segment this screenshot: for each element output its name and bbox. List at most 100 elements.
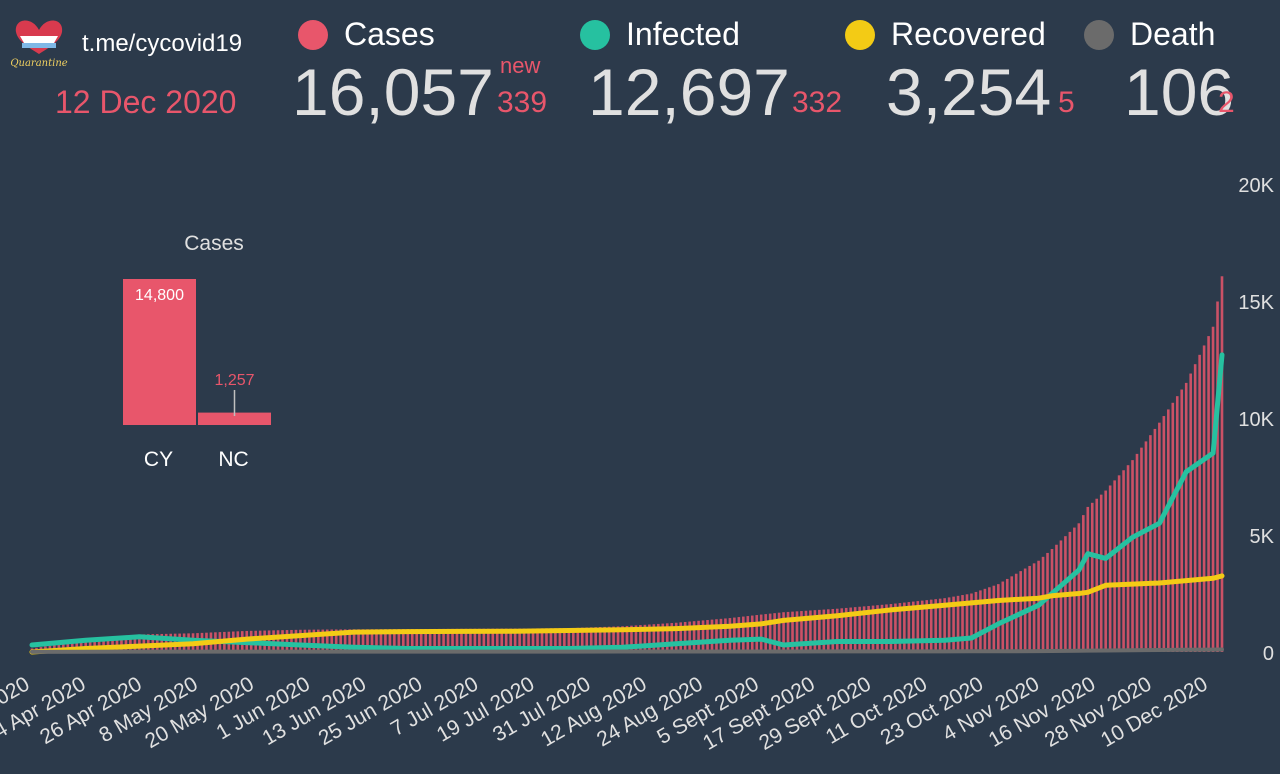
cases-bar bbox=[835, 608, 839, 652]
cases-bar bbox=[415, 629, 419, 652]
cases-bar bbox=[518, 628, 521, 652]
cases-bar bbox=[406, 629, 410, 652]
cases-bar bbox=[992, 585, 996, 652]
cases-bar bbox=[554, 628, 557, 652]
cases-bar bbox=[388, 629, 392, 652]
cases-bar bbox=[777, 612, 781, 652]
cases-bar bbox=[482, 628, 486, 652]
cases-bar bbox=[692, 621, 696, 652]
cases-bar bbox=[773, 613, 776, 652]
cases-bar bbox=[1095, 498, 1099, 652]
cases-bar bbox=[343, 629, 347, 652]
cases-bar bbox=[339, 629, 342, 652]
infected-dot-icon bbox=[580, 19, 610, 50]
cases-bar bbox=[827, 609, 830, 652]
channel-link[interactable]: t.me/cycovid19 bbox=[82, 30, 243, 57]
cases-bar bbox=[272, 630, 275, 652]
cases-bar bbox=[384, 629, 387, 652]
cases-bar bbox=[871, 605, 875, 652]
cases-bar bbox=[348, 629, 351, 652]
inset-bar-cy bbox=[123, 279, 196, 425]
cases-bar bbox=[317, 629, 320, 652]
svg-text:Quarantine: Quarantine bbox=[10, 58, 67, 69]
inset-category-label: CY bbox=[144, 448, 173, 471]
cases-bar bbox=[862, 606, 866, 652]
cases-bar bbox=[1180, 389, 1184, 652]
cases-bar bbox=[929, 599, 933, 652]
cases-bar bbox=[455, 628, 459, 652]
cases-bar bbox=[1073, 527, 1076, 652]
cases-bar bbox=[938, 598, 942, 652]
cases-bar bbox=[129, 635, 132, 652]
cases-bar bbox=[997, 584, 1000, 652]
cases-bar bbox=[589, 627, 593, 652]
cases-bar bbox=[988, 587, 991, 652]
inset-title: Cases bbox=[184, 232, 244, 255]
cases-bar bbox=[1211, 326, 1215, 652]
cases-bar bbox=[549, 628, 553, 652]
infected-new: 332 bbox=[792, 86, 843, 119]
cases-bar bbox=[661, 623, 665, 652]
cases-bar bbox=[442, 628, 445, 652]
cases-bar bbox=[464, 628, 468, 652]
legend-infected-label: Infected bbox=[626, 16, 740, 52]
cases-bar bbox=[563, 628, 566, 652]
cases-bar bbox=[715, 619, 718, 652]
cases-bar bbox=[970, 593, 973, 652]
cases-bar bbox=[706, 620, 709, 652]
cases-bar bbox=[290, 629, 293, 652]
inset-category-label: NC bbox=[218, 448, 248, 471]
cases-bar bbox=[943, 598, 946, 652]
cases-bar bbox=[509, 628, 512, 652]
cases-bar bbox=[330, 629, 334, 652]
y-tick-label: 15K bbox=[1238, 292, 1274, 314]
cases-bar bbox=[683, 621, 687, 652]
cases-bar bbox=[1175, 396, 1179, 652]
cases-bar bbox=[728, 618, 732, 652]
cases-bar bbox=[679, 622, 682, 652]
cases-bar bbox=[603, 626, 606, 652]
cases-bar bbox=[849, 607, 852, 652]
legend-infected: Infected bbox=[580, 16, 740, 53]
cases-bar bbox=[469, 628, 472, 652]
cases-bar bbox=[598, 627, 602, 652]
cases-bar bbox=[106, 637, 110, 652]
cases-bar bbox=[979, 590, 982, 652]
cases-bar bbox=[634, 625, 638, 652]
cases-bar bbox=[630, 625, 633, 652]
cases-bar bbox=[487, 628, 490, 652]
cases-bar bbox=[903, 602, 906, 652]
cases-bar bbox=[325, 629, 329, 652]
cases-bar bbox=[983, 588, 987, 652]
cases-bar bbox=[1001, 581, 1005, 652]
cases-bar bbox=[956, 595, 960, 652]
cases-bar bbox=[1117, 475, 1121, 652]
new-label: new bbox=[500, 53, 541, 78]
recovered-dot-icon bbox=[845, 19, 875, 50]
cases-bar bbox=[880, 604, 884, 652]
cases-bar bbox=[321, 629, 325, 652]
cases-bar bbox=[451, 628, 454, 652]
cases-bar bbox=[853, 607, 857, 652]
cases-bar bbox=[800, 611, 803, 652]
cases-bar bbox=[1158, 422, 1161, 652]
cases-bar bbox=[840, 608, 844, 652]
cases-bar bbox=[885, 604, 888, 652]
cases-bar bbox=[674, 622, 678, 652]
cases-bar bbox=[947, 597, 951, 652]
cases-bar bbox=[643, 624, 647, 652]
cases-bar bbox=[1144, 441, 1148, 652]
cases-bar bbox=[670, 623, 674, 652]
cases-bar bbox=[1046, 552, 1049, 652]
cases-bar bbox=[133, 634, 137, 652]
inset-value-label: 1,257 bbox=[214, 372, 254, 389]
cases-bar bbox=[504, 628, 508, 652]
cases-bar bbox=[737, 617, 741, 652]
recovered-new: 5 bbox=[1058, 86, 1075, 119]
cases-bar bbox=[1193, 364, 1197, 652]
legend-recovered: Recovered bbox=[845, 16, 1046, 53]
recovered-total: 3,254 bbox=[886, 55, 1052, 129]
cases-bar bbox=[701, 620, 705, 652]
cases-bar bbox=[437, 628, 441, 652]
cases-bar bbox=[952, 596, 955, 652]
